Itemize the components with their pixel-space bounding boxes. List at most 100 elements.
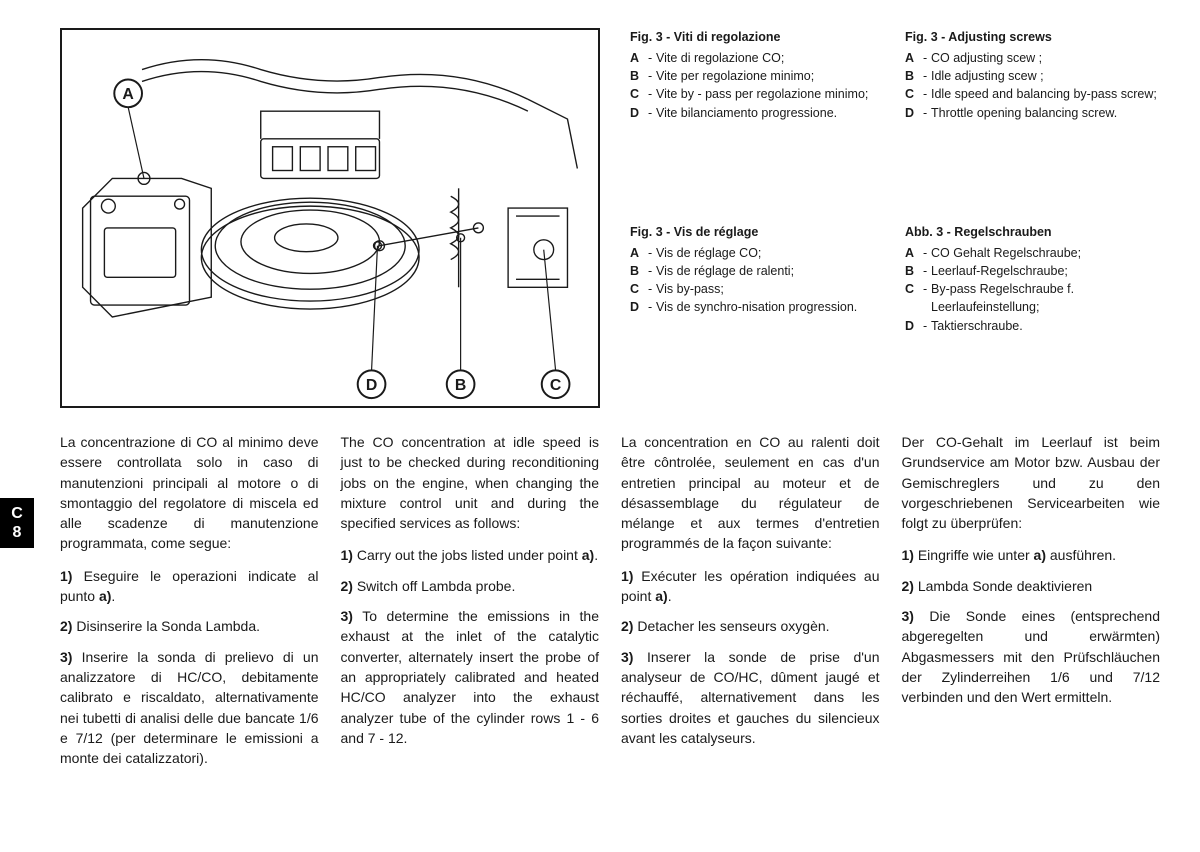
- legend-row: B-Idle adjusting scew ;: [905, 67, 1160, 85]
- step-3: 3) Inserire la sonda di prelievo di un a…: [60, 647, 319, 769]
- legend-row: A-Vis de réglage CO;: [630, 244, 885, 262]
- legend-row: C-Vite by - pass per regolazione minimo;: [630, 85, 885, 103]
- legend-dash: -: [923, 262, 931, 280]
- legend-title: Fig. 3 - Adjusting screws: [905, 28, 1160, 46]
- legend-value: Vite bilanciamento progressione.: [656, 104, 885, 122]
- legend-dash: -: [648, 244, 656, 262]
- legend-value: By-pass Regelschraube f. Leerlaufeinstel…: [931, 280, 1160, 316]
- step-1: 1) Eseguire le operazioni indicate al pu…: [60, 566, 319, 607]
- column-english: The CO concentration at idle speed is ju…: [341, 432, 600, 778]
- legend-value: Leerlauf-Regelschraube;: [931, 262, 1160, 280]
- legend-row: A-CO Gehalt Regelschraube;: [905, 244, 1160, 262]
- step-2: 2) Disinserire la Sonda Lambda.: [60, 616, 319, 636]
- intro-text: Der CO-Gehalt im Leerlauf ist beim Grund…: [902, 432, 1161, 533]
- legend-dash: -: [648, 49, 656, 67]
- legend-row: D-Throttle opening balancing screw.: [905, 104, 1160, 122]
- step-3: 3) Die Sonde eines (entsprechend abgereg…: [902, 606, 1161, 707]
- legend-english: Fig. 3 - Adjusting screws A-CO adjusting…: [905, 28, 1160, 195]
- svg-text:D: D: [366, 377, 377, 394]
- legend-value: Idle adjusting scew ;: [931, 67, 1160, 85]
- legend-dash: -: [648, 280, 656, 298]
- legend-key: C: [905, 280, 923, 316]
- legend-key: C: [630, 280, 648, 298]
- step-1: 1) Eingriffe wie unter a) ausführen.: [902, 545, 1161, 565]
- column-french: La concentration en CO au ralenti doit ê…: [621, 432, 880, 778]
- step-2: 2) Lambda Sonde deaktivieren: [902, 576, 1161, 596]
- legend-key: B: [905, 262, 923, 280]
- step-2: 2) Detacher les senseurs oxygèn.: [621, 616, 880, 636]
- legend-value: Vis de réglage de ralenti;: [656, 262, 885, 280]
- legend-italian: Fig. 3 - Viti di regolazione A-Vite di r…: [630, 28, 885, 195]
- legend-row: D-Vis de synchro-nisation progression.: [630, 298, 885, 316]
- legend-dash: -: [648, 262, 656, 280]
- legend-value: Vite by - pass per regolazione minimo;: [656, 85, 885, 103]
- legend-row: D-Taktierschraube.: [905, 317, 1160, 335]
- legend-key: B: [630, 67, 648, 85]
- step-1: 1) Exécuter les opération indiquées au p…: [621, 566, 880, 607]
- legend-german: Abb. 3 - Regelschrauben A-CO Gehalt Rege…: [905, 223, 1160, 408]
- legend-key: A: [905, 49, 923, 67]
- legend-value: Vis by-pass;: [656, 280, 885, 298]
- step-2: 2) Switch off Lambda probe.: [341, 576, 600, 596]
- legend-row: A-CO adjusting scew ;: [905, 49, 1160, 67]
- legend-title: Fig. 3 - Viti di regolazione: [630, 28, 885, 46]
- legend-row: A-Vite di regolazione CO;: [630, 49, 885, 67]
- legend-dash: -: [923, 104, 931, 122]
- legend-key: C: [630, 85, 648, 103]
- figure-legends: Fig. 3 - Viti di regolazione A-Vite di r…: [630, 28, 1160, 408]
- legend-value: Vite per regolazione minimo;: [656, 67, 885, 85]
- intro-text: La concentration en CO au ralenti doit ê…: [621, 432, 880, 554]
- legend-key: B: [630, 262, 648, 280]
- legend-dash: -: [923, 317, 931, 335]
- legend-row: B-Leerlauf-Regelschraube;: [905, 262, 1160, 280]
- legend-key: A: [905, 244, 923, 262]
- legend-dash: -: [923, 67, 931, 85]
- legend-key: B: [905, 67, 923, 85]
- legend-value: Throttle opening balancing screw.: [931, 104, 1160, 122]
- legend-french: Fig. 3 - Vis de réglage A-Vis de réglage…: [630, 223, 885, 408]
- legend-value: Vis de synchro-nisation progression.: [656, 298, 885, 316]
- legend-row: B-Vite per regolazione minimo;: [630, 67, 885, 85]
- legend-row: C-By-pass Regelschraube f. Leerlaufeinst…: [905, 280, 1160, 316]
- column-german: Der CO-Gehalt im Leerlauf ist beim Grund…: [902, 432, 1161, 778]
- legend-row: D-Vite bilanciamento progressione.: [630, 104, 885, 122]
- legend-dash: -: [923, 280, 931, 316]
- legend-row: C-Idle speed and balancing by-pass screw…: [905, 85, 1160, 103]
- top-section: ADBC Fig. 3 - Viti di regolazione A-Vite…: [60, 28, 1160, 408]
- step-3: 3) To determine the emissions in the exh…: [341, 606, 600, 748]
- page-tab-number: 8: [13, 523, 22, 542]
- technical-diagram: ADBC: [60, 28, 600, 408]
- legend-title: Fig. 3 - Vis de réglage: [630, 223, 885, 241]
- legend-value: CO adjusting scew ;: [931, 49, 1160, 67]
- legend-key: D: [630, 298, 648, 316]
- legend-dash: -: [648, 298, 656, 316]
- legend-key: D: [905, 317, 923, 335]
- legend-value: CO Gehalt Regelschraube;: [931, 244, 1160, 262]
- engine-diagram-svg: ADBC: [62, 30, 598, 406]
- svg-text:B: B: [455, 377, 466, 394]
- body-columns: La concentrazione di CO al minimo deve e…: [60, 432, 1160, 778]
- legend-value: Vite di regolazione CO;: [656, 49, 885, 67]
- page-tab-letter: C: [11, 504, 23, 523]
- legend-key: D: [905, 104, 923, 122]
- legend-dash: -: [648, 85, 656, 103]
- legend-dash: -: [923, 85, 931, 103]
- legend-key: A: [630, 49, 648, 67]
- legend-row: B-Vis de réglage de ralenti;: [630, 262, 885, 280]
- column-italian: La concentrazione di CO al minimo deve e…: [60, 432, 319, 778]
- legend-value: Taktierschraube.: [931, 317, 1160, 335]
- legend-title: Abb. 3 - Regelschrauben: [905, 223, 1160, 241]
- page-tab: C 8: [0, 498, 34, 548]
- legend-value: Idle speed and balancing by-pass screw;: [931, 85, 1160, 103]
- svg-text:A: A: [122, 86, 134, 103]
- legend-row: C-Vis by-pass;: [630, 280, 885, 298]
- step-3: 3) Inserer la sonde de prise d'un analys…: [621, 647, 880, 748]
- intro-text: La concentrazione di CO al minimo deve e…: [60, 432, 319, 554]
- step-1: 1) Carry out the jobs listed under point…: [341, 545, 600, 565]
- intro-text: The CO concentration at idle speed is ju…: [341, 432, 600, 533]
- legend-dash: -: [648, 67, 656, 85]
- legend-key: C: [905, 85, 923, 103]
- legend-value: Vis de réglage CO;: [656, 244, 885, 262]
- legend-dash: -: [923, 244, 931, 262]
- legend-dash: -: [923, 49, 931, 67]
